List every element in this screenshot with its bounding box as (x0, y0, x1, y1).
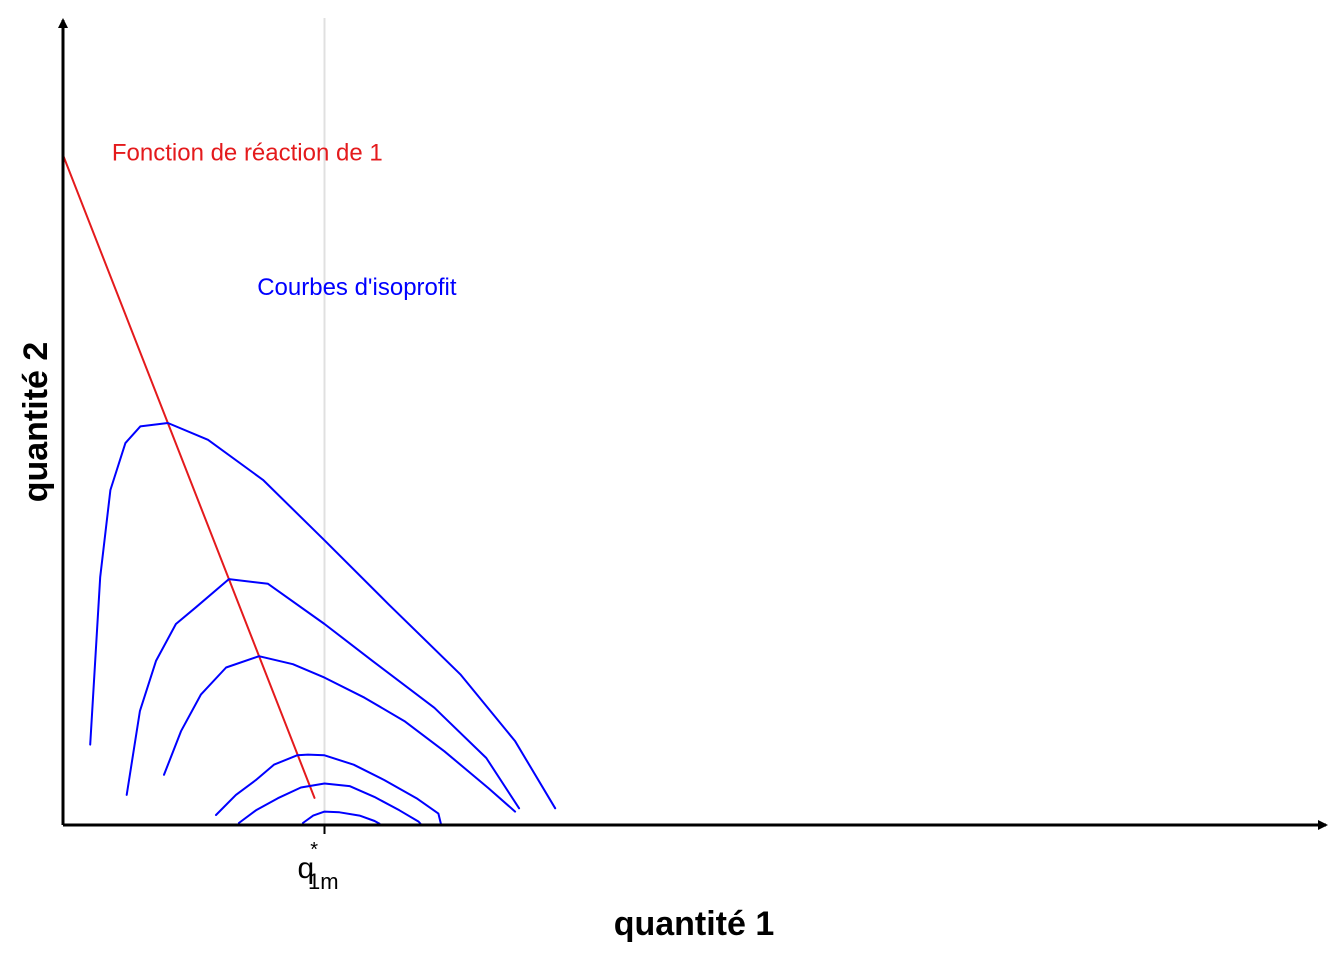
isoprofit-curve-6 (301, 810, 381, 825)
x-tick-label-sup: * (310, 839, 318, 861)
annotation-layer: Fonction de réaction de 1 Courbes d'isopr… (112, 139, 457, 301)
x-tick-label-sub: 1m (308, 869, 339, 894)
isoprofit-curve-1 (89, 422, 557, 810)
reaction-function-line (62, 154, 316, 799)
x-tick-label-base: q (298, 852, 315, 885)
reaction-function-label: Fonction de réaction de 1 (112, 139, 383, 166)
y-axis-title: quantité 2 (17, 342, 55, 503)
isoprofit-curve-4 (215, 753, 443, 826)
series-layer (62, 154, 557, 826)
isoprofit-label: Courbes d'isoprofit (257, 274, 457, 301)
tick-layer: q* 1m (298, 825, 339, 894)
isoprofit-curve-3 (163, 655, 517, 813)
isoprofit-curve-2 (125, 578, 521, 810)
x-axis-title: quantité 1 (614, 905, 775, 943)
isoprofit-curve-5 (237, 782, 423, 826)
x-tick-label-0: q* 1m (298, 839, 339, 894)
